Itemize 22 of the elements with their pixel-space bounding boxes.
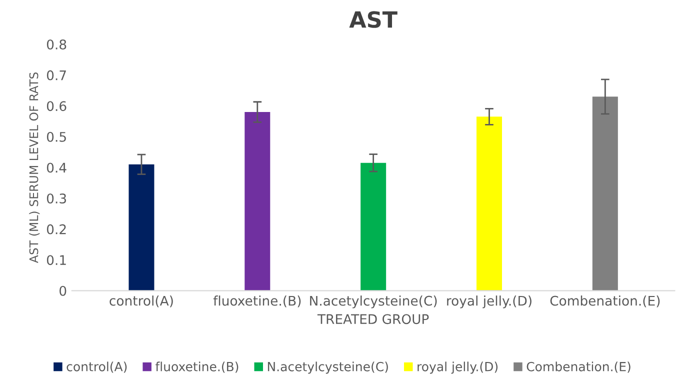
x-tick-label: control(A) (110, 296, 173, 308)
x-tick-label: Combenation.(E) (550, 296, 660, 308)
y-tick-label: 0.6 (46, 101, 66, 112)
y-tick-label: 0.7 (46, 70, 66, 80)
y-tick-label: 0.3 (46, 193, 66, 204)
y-tick-label: 0.2 (46, 224, 66, 234)
legend-label: Combenation.(E) (526, 362, 630, 373)
x-tick-label: fluoxetine.(B) (213, 296, 301, 308)
x-axis-title: TREATED GROUP (317, 314, 429, 324)
y-tick-label: 0.5 (46, 132, 66, 142)
chart-title: AST (349, 11, 398, 28)
x-tick-label: N.acetylcysteine(C) (310, 296, 437, 308)
legend-label: N.acetylcysteine(C) (268, 362, 388, 374)
y-tick-label: 0.4 (46, 162, 66, 173)
legend-label: control(A) (66, 362, 127, 373)
y-tick-label: 0 (60, 286, 66, 296)
y-tick-label: 0.8 (46, 39, 66, 50)
legend-label: fluoxetine.(B) (155, 362, 238, 373)
y-tick-label: 0.1 (46, 255, 66, 266)
legend-label: royal jelly.(D) (418, 362, 498, 374)
x-tick-label: royal jelly.(D) (447, 296, 532, 308)
y-axis-title: AST (ML) SERUM LEVEL OF RATS (29, 72, 40, 264)
